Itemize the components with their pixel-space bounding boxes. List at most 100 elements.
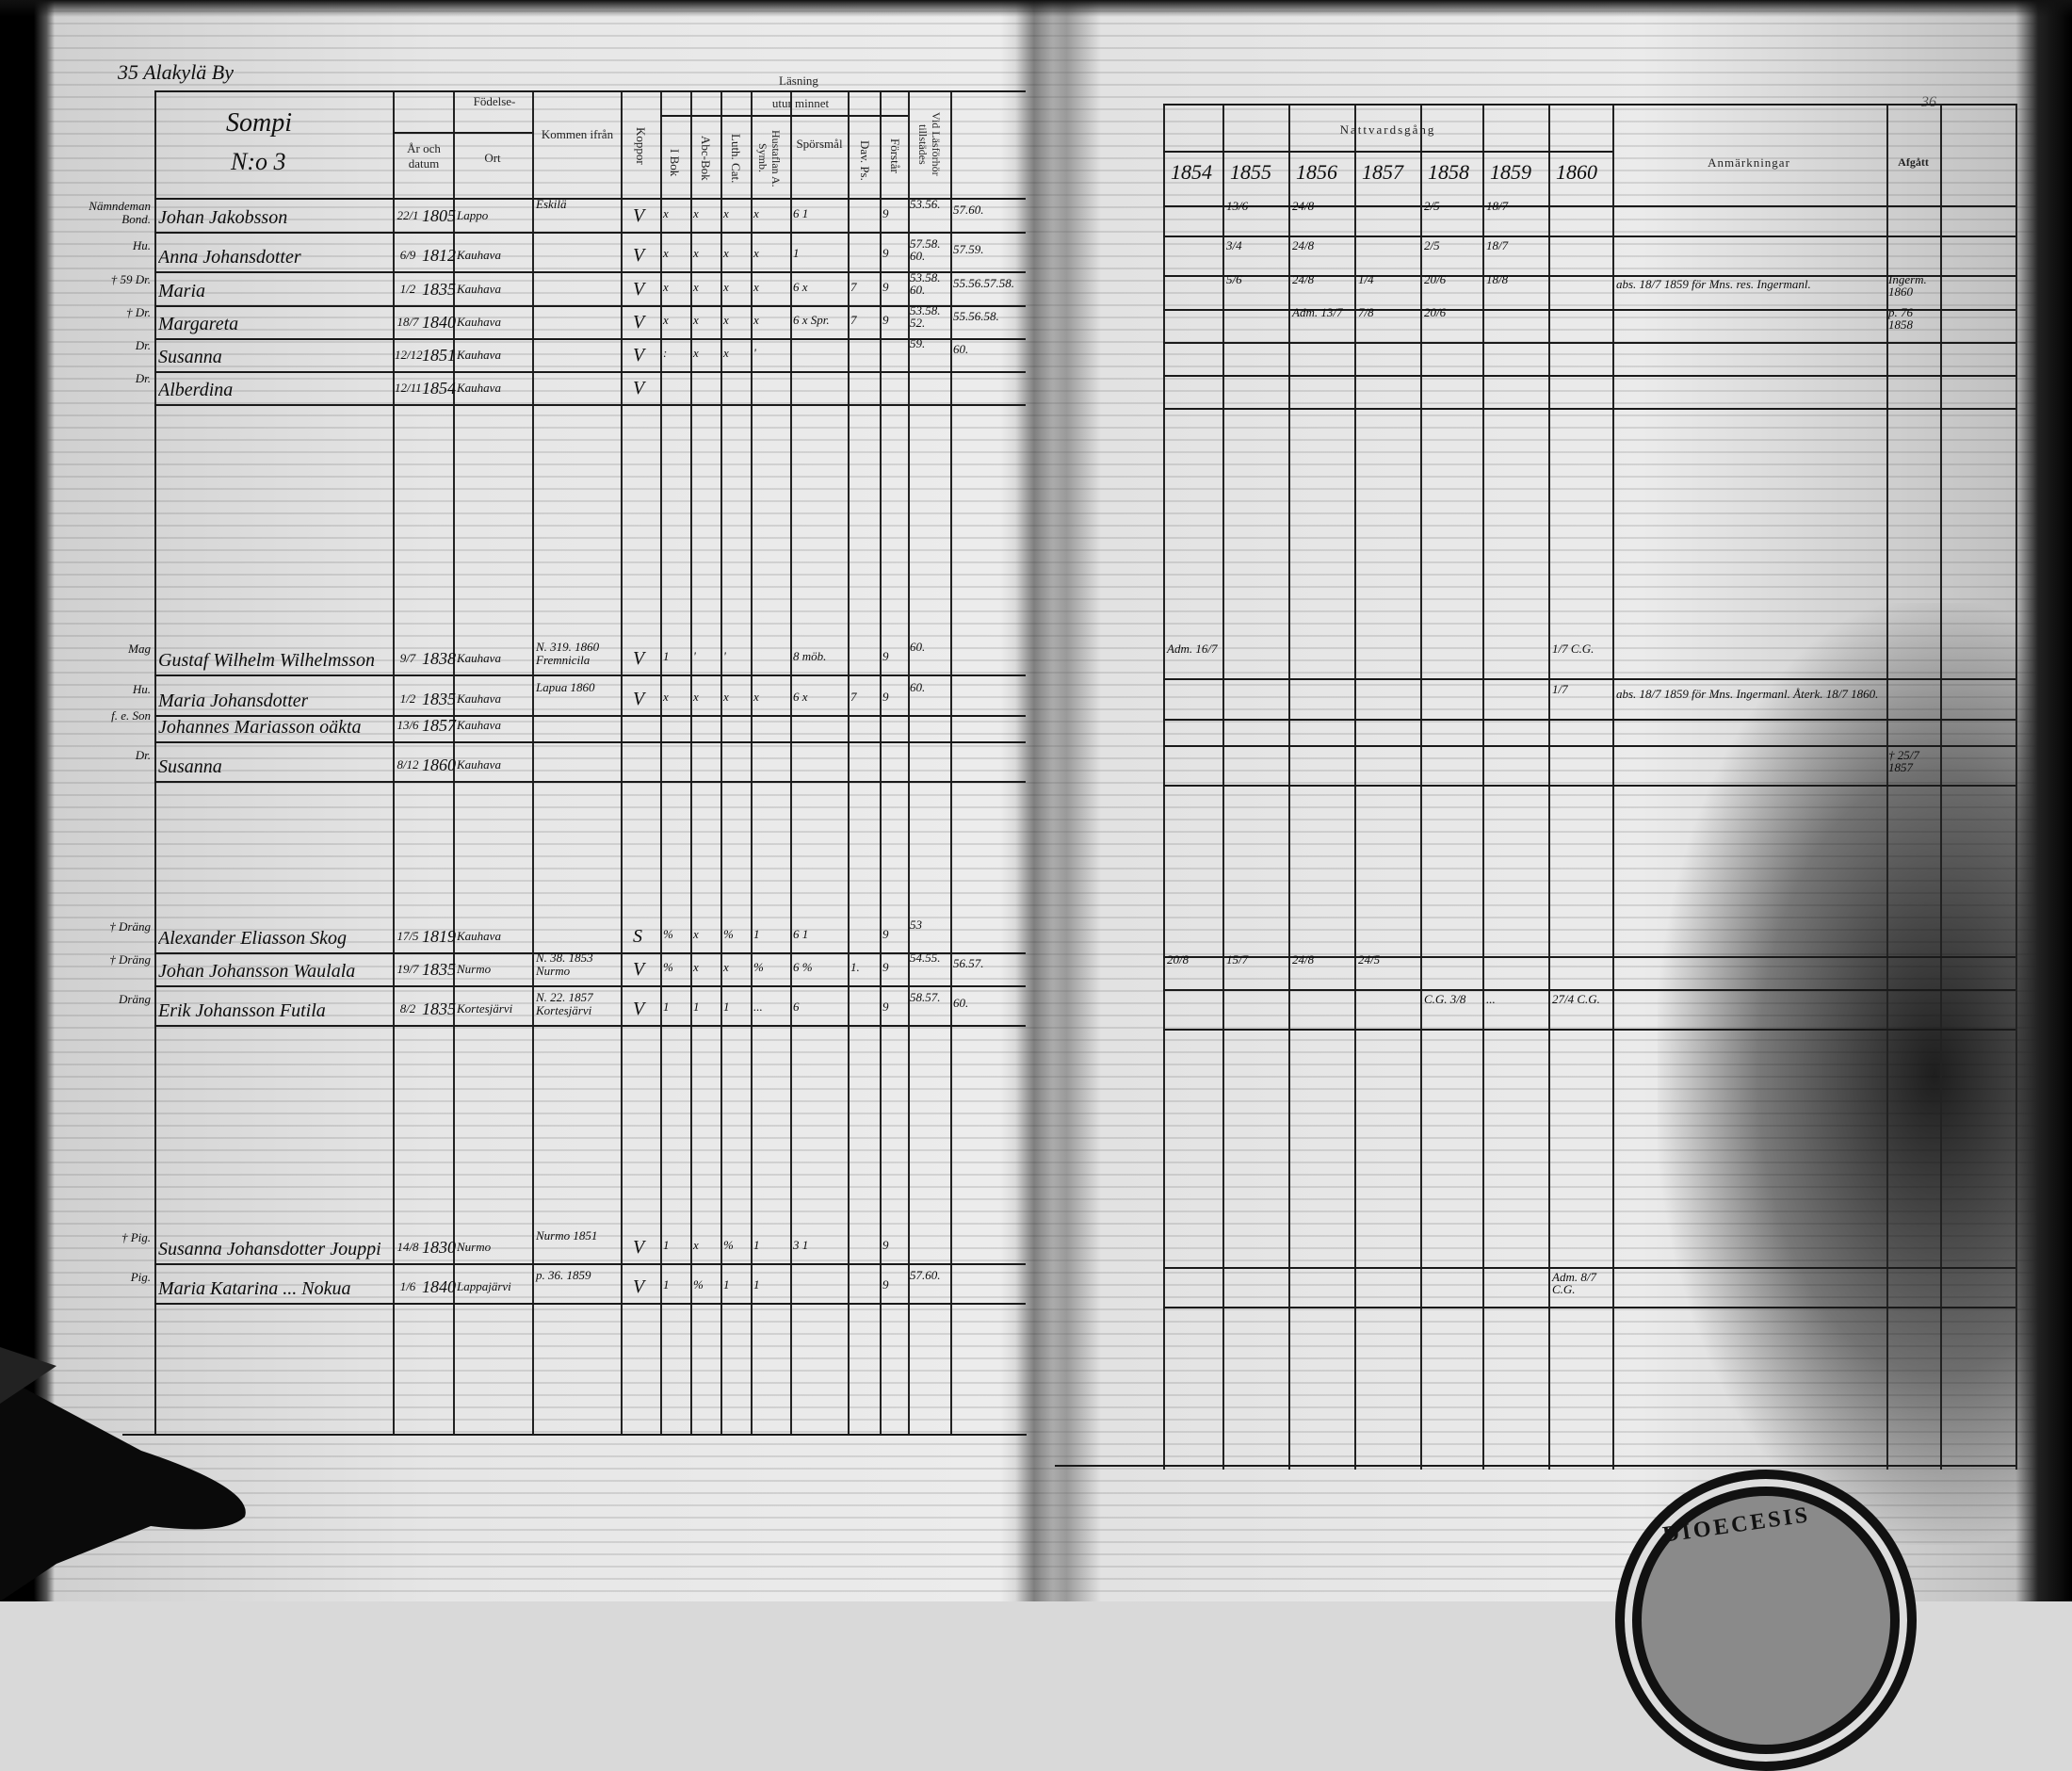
row-underline <box>1163 236 2015 237</box>
row-birth-year: 1812 <box>422 246 456 265</box>
page-corner-shadow <box>0 1347 246 1601</box>
row-reading-mark: 1 <box>753 927 760 941</box>
row-reading-mark: x <box>693 690 699 704</box>
row-communion-1855: 3/4 <box>1226 238 1242 252</box>
row-attendance-extra: 60. <box>953 342 969 356</box>
column-rule <box>950 92 952 1435</box>
header-birth: Födelse- <box>473 94 516 108</box>
row-reading-mark: ' <box>753 346 756 360</box>
row-underline <box>1163 408 2015 410</box>
row-underline <box>154 781 1026 783</box>
row-reading-mark: % <box>663 927 673 941</box>
row-smallpox: V <box>633 279 645 300</box>
row-attendance: 54.55. <box>910 950 941 965</box>
row-birth-place: Kauhava <box>457 349 501 362</box>
row-underline <box>1163 1029 2015 1031</box>
row-birth-year: 1830 <box>422 1238 456 1257</box>
row-birth-place: Kauhava <box>457 249 501 262</box>
row-birth-year: 1838 <box>422 649 456 668</box>
row-reading-mark: % <box>723 1238 734 1252</box>
row-birth-year: 1819 <box>422 927 456 946</box>
column-rule <box>1163 104 1165 1470</box>
column-rule <box>790 92 792 1435</box>
row-reading-mark: 1 <box>793 246 800 260</box>
row-underline <box>1163 275 2015 277</box>
row-underline <box>1163 719 2015 721</box>
row-reading-mark: x <box>663 313 669 327</box>
row-reading-mark: ' <box>693 649 696 663</box>
row-birth-year: 1860 <box>422 756 456 774</box>
row-name: Maria <box>158 281 205 301</box>
row-underline <box>1163 342 2015 344</box>
header-symb: Hustaflan A. Symb. <box>756 129 783 187</box>
row-remarks: abs. 18/7 1859 för Mns. res. Ingermanl. <box>1616 277 1811 291</box>
row-reading-mark: x <box>663 206 669 220</box>
header-reading: Läsning <box>779 73 818 88</box>
row-birth-day-month: 8/12 <box>397 757 419 772</box>
row-birth-day-month: 13/6 <box>397 718 419 732</box>
row-communion-1858: C.G. 3/8 <box>1424 992 1466 1006</box>
diocese-stamp: DIOECESIS <box>1615 1470 1917 1771</box>
row-communion-1856: 24/8 <box>1292 952 1315 967</box>
row-smallpox: V <box>633 378 645 398</box>
row-reading-mark: x <box>753 246 759 260</box>
row-communion-1857: 24/5 <box>1358 952 1381 967</box>
row-smallpox: V <box>633 999 645 1019</box>
column-rule <box>908 92 910 1435</box>
row-attendance: 60. <box>910 640 926 654</box>
row-reading-mark: 7 <box>850 313 857 327</box>
row-name: Alexander Eliasson Skog <box>158 928 347 949</box>
column-rule <box>1222 104 1224 1470</box>
row-reading-mark: x <box>753 280 759 294</box>
row-underline <box>154 674 1026 676</box>
row-reading-mark: 9 <box>882 927 889 941</box>
row-reading-mark: 1. <box>850 960 860 974</box>
row-name: Johan Jakobsson <box>158 207 288 228</box>
row-underline <box>154 1025 1026 1027</box>
row-reading-mark: x <box>723 206 729 220</box>
row-underline <box>154 232 1026 234</box>
table-bottom-rule <box>1055 1465 2015 1467</box>
row-attendance-extra: 57.60. <box>953 203 984 217</box>
row-rank: Dr. <box>135 371 151 385</box>
row-smallpox: V <box>633 1237 645 1258</box>
row-communion-1858: 20/6 <box>1424 305 1447 319</box>
row-rank: † 59 Dr. <box>110 272 151 286</box>
row-reading-mark: 9 <box>882 960 889 974</box>
row-reading-mark: x <box>723 280 729 294</box>
row-attendance-extra: 60. <box>953 996 969 1010</box>
row-birth-place: Kauhava <box>457 652 501 665</box>
column-rule <box>2015 104 2017 1470</box>
row-reading-mark: 7 <box>850 690 857 704</box>
row-birth-day-month: 18/7 <box>397 315 419 329</box>
row-reading-mark: 9 <box>882 1277 889 1292</box>
row-communion-1860: 1/7 <box>1552 682 1568 696</box>
row-reading-mark: x <box>693 206 699 220</box>
column-rule <box>1354 104 1356 1470</box>
row-name: Alberdina <box>158 380 234 400</box>
row-reading-mark: x <box>693 927 699 941</box>
row-reading-mark: x <box>723 346 729 360</box>
column-rule <box>1612 104 1614 1470</box>
column-rule <box>720 92 722 1435</box>
row-birth-place: Kauhava <box>457 692 501 706</box>
row-underline <box>154 952 1026 954</box>
row-reading-mark: 6 <box>793 999 800 1014</box>
row-rank: Dr. <box>135 338 151 352</box>
row-reading-mark: 6 1 <box>793 206 809 220</box>
row-attendance: 58.57. <box>910 990 941 1004</box>
book-fold <box>1015 0 1053 1601</box>
row-communion-1859: 18/8 <box>1486 272 1509 286</box>
row-birth-place: Lappo <box>457 209 489 222</box>
row-name: Maria Johansdotter <box>158 691 309 711</box>
row-reading-mark: 9 <box>882 1238 889 1252</box>
header-questions: Spörsmål <box>796 137 843 151</box>
row-communion-1856: 24/8 <box>1292 272 1315 286</box>
column-rule <box>880 92 882 1435</box>
farm-number: N:o 3 <box>231 148 286 175</box>
row-underline <box>1163 956 2015 958</box>
row-smallpox: V <box>633 312 645 333</box>
page-number: 35 <box>118 60 138 84</box>
header-book: I Bok <box>668 149 682 177</box>
header-year-1859: 1859 <box>1490 160 1531 184</box>
